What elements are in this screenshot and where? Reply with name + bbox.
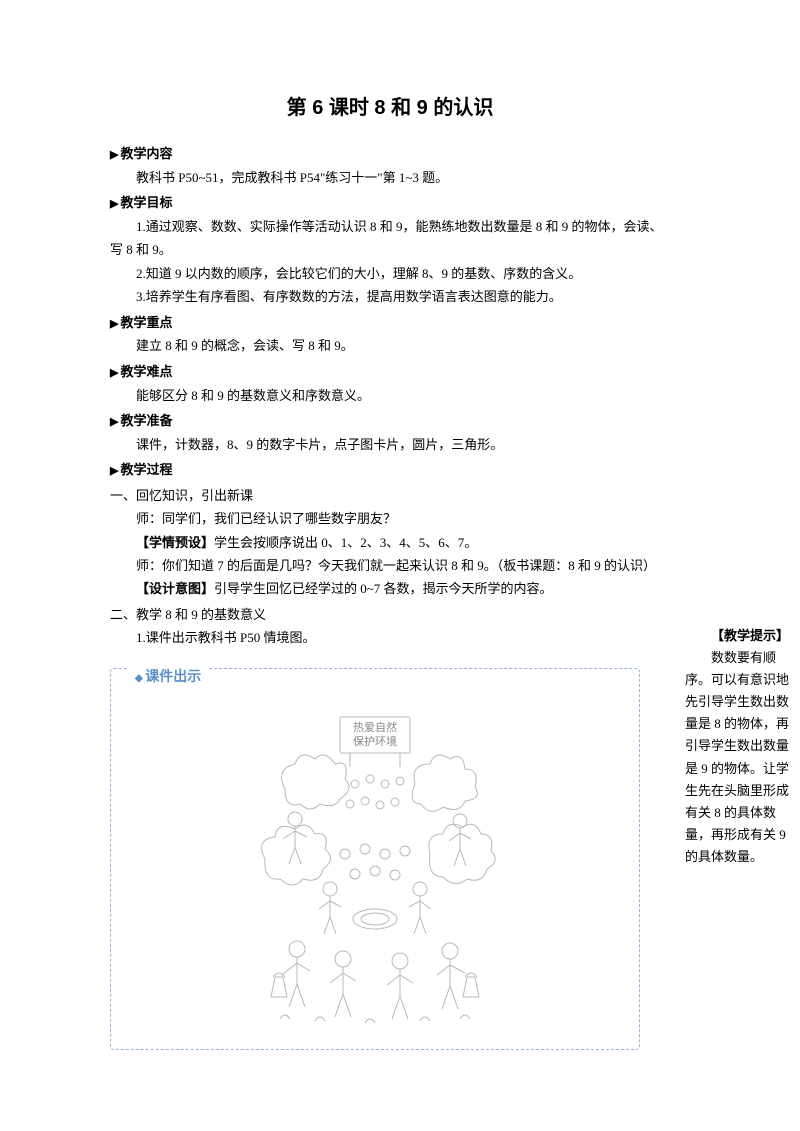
step1-preset: 【学情预设】学生会按顺序说出 0、1、2、3、4、5、6、7。 [110,531,670,554]
keypoint-body: 建立 8 和 9 的概念，会读、写 8 和 9。 [110,334,670,357]
heading-keypoint: 教学重点 [110,311,670,335]
preparation-body: 课件，计数器，8、9 的数字卡片，点子图卡片，圆片，三角形。 [110,433,670,456]
heading-process: 教学过程 [110,458,670,482]
content-body: 教科书 P50~51，完成教科书 P54"练习十一"第 1~3 题。 [110,166,670,189]
illustration-scene: 热爱自然 保护环境 [131,699,619,1029]
step2-sub1: 1.课件出示教科书 P50 情境图。 [110,626,670,649]
step2-title: 二、教学 8 和 9 的基数意义 [110,603,670,626]
step1-line1: 师：同学们，我们已经认识了哪些数字朋友？ [110,507,670,530]
objective-item-2: 2.知道 9 以内数的顺序，会比较它们的大小，理解 8、9 的基数、序数的含义。 [110,262,670,285]
preset-label: 【学情预设】 [136,535,214,550]
difficulty-body: 能够区分 8 和 9 的基数意义和序数意义。 [110,384,670,407]
step1-line2: 师：你们知道 7 的后面是几吗？今天我们就一起来认识 8 和 9。（板书课题：8… [110,554,670,577]
heading-content: 教学内容 [110,142,670,166]
courseware-label: 课件出示 [129,665,207,690]
intent-text: 引导学生回忆已经学过的 0~7 各数，揭示今天所学的内容。 [214,581,553,596]
heading-preparation: 教学准备 [110,409,670,433]
page-title: 第 6 课时 8 和 9 的认识 [110,90,670,126]
sign-line2: 保护环境 [353,734,397,748]
heading-difficulty: 教学难点 [110,360,670,384]
teaching-tip-sidebar: 【教学提示】 数数要有顺序。可以有意识地先引导学生数出数量是 8 的物体，再引导… [685,625,800,868]
objective-item-3: 3.培养学生有序看图、有序数数的方法，提高用数学语言表达图意的能力。 [110,285,670,308]
side-note-title: 【教学提示】 [685,625,800,647]
sign-line1: 热爱自然 [353,720,397,734]
step1-intent: 【设计意图】引导学生回忆已经学过的 0~7 各数，揭示今天所学的内容。 [110,577,670,600]
courseware-container: 课件出示 热爱自然 保护环境 [110,668,640,1050]
garden-scene-svg: 热爱自然 保护环境 [225,709,525,1029]
preset-text: 学生会按顺序说出 0、1、2、3、4、5、6、7。 [214,535,477,550]
side-note-body: 数数要有顺序。可以有意识地先引导学生数出数量是 8 的物体，再引导学生数出数量是… [685,647,800,868]
objective-item-1: 1.通过观察、数数、实际操作等活动认识 8 和 9，能熟练地数出数量是 8 和 … [110,215,670,262]
heading-objectives: 教学目标 [110,191,670,215]
step1-title: 一、回忆知识，引出新课 [110,484,670,507]
intent-label: 【设计意图】 [136,581,214,596]
